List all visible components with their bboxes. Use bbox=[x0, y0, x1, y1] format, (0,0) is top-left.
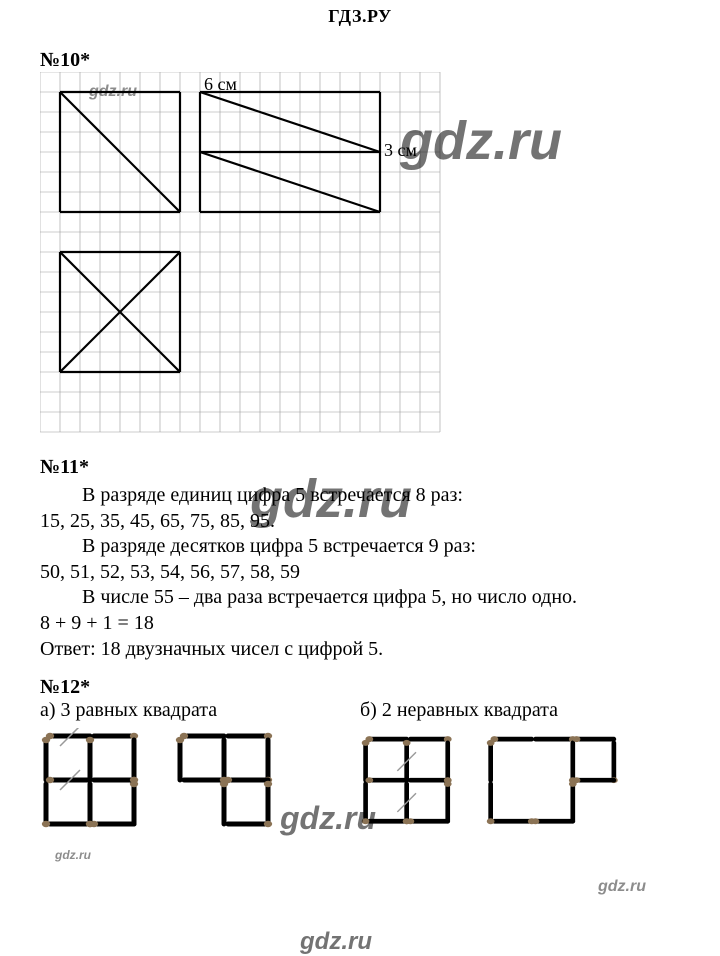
task12-col-a: а) 3 равных квадрата bbox=[40, 699, 300, 838]
task12-col-a-label: а) 3 равных квадрата bbox=[40, 699, 300, 722]
task10-figure: 6 см 3 см bbox=[40, 72, 470, 442]
task11-text: В разряде единиц цифра 5 встречается 8 р… bbox=[40, 483, 680, 662]
watermark: gdz.ru bbox=[598, 878, 646, 896]
task11-line: 50, 51, 52, 53, 54, 56, 57, 58, 59 bbox=[40, 560, 680, 586]
task11-line: 15, 25, 35, 45, 65, 75, 85, 95. bbox=[40, 509, 680, 535]
task10-label: №10* bbox=[40, 49, 680, 72]
task11-label: №11* bbox=[40, 456, 680, 479]
task12-label: №12* bbox=[40, 676, 680, 699]
watermark: gdz.ru bbox=[300, 928, 372, 956]
task11-line: Ответ: 18 двузначных чисел с цифрой 5. bbox=[40, 637, 680, 663]
watermark: gdz.ru bbox=[55, 848, 91, 862]
task11-line: В числе 55 – два раза встречается цифра … bbox=[40, 585, 680, 611]
task12-figure-a bbox=[40, 728, 300, 838]
task12-col-b-label: б) 2 неравных квадрата bbox=[360, 699, 640, 722]
content: №10* 6 см 3 см №11* В разряде единиц цифр… bbox=[0, 27, 720, 838]
task11-line: 8 + 9 + 1 = 18 bbox=[40, 611, 680, 637]
svg-text:6 см: 6 см bbox=[204, 74, 237, 94]
svg-text:3 см: 3 см bbox=[384, 140, 417, 160]
task11-line: В разряде десятков цифра 5 встречается 9… bbox=[40, 534, 680, 560]
task12-row: а) 3 равных квадрата б) 2 неравных квадр… bbox=[40, 699, 680, 838]
task12-col-b: б) 2 неравных квадрата bbox=[360, 699, 640, 838]
task11-line: В разряде единиц цифра 5 встречается 8 р… bbox=[40, 483, 680, 509]
task12-figure-b bbox=[360, 728, 640, 838]
page-header: ГДЗ.РУ bbox=[0, 0, 720, 27]
